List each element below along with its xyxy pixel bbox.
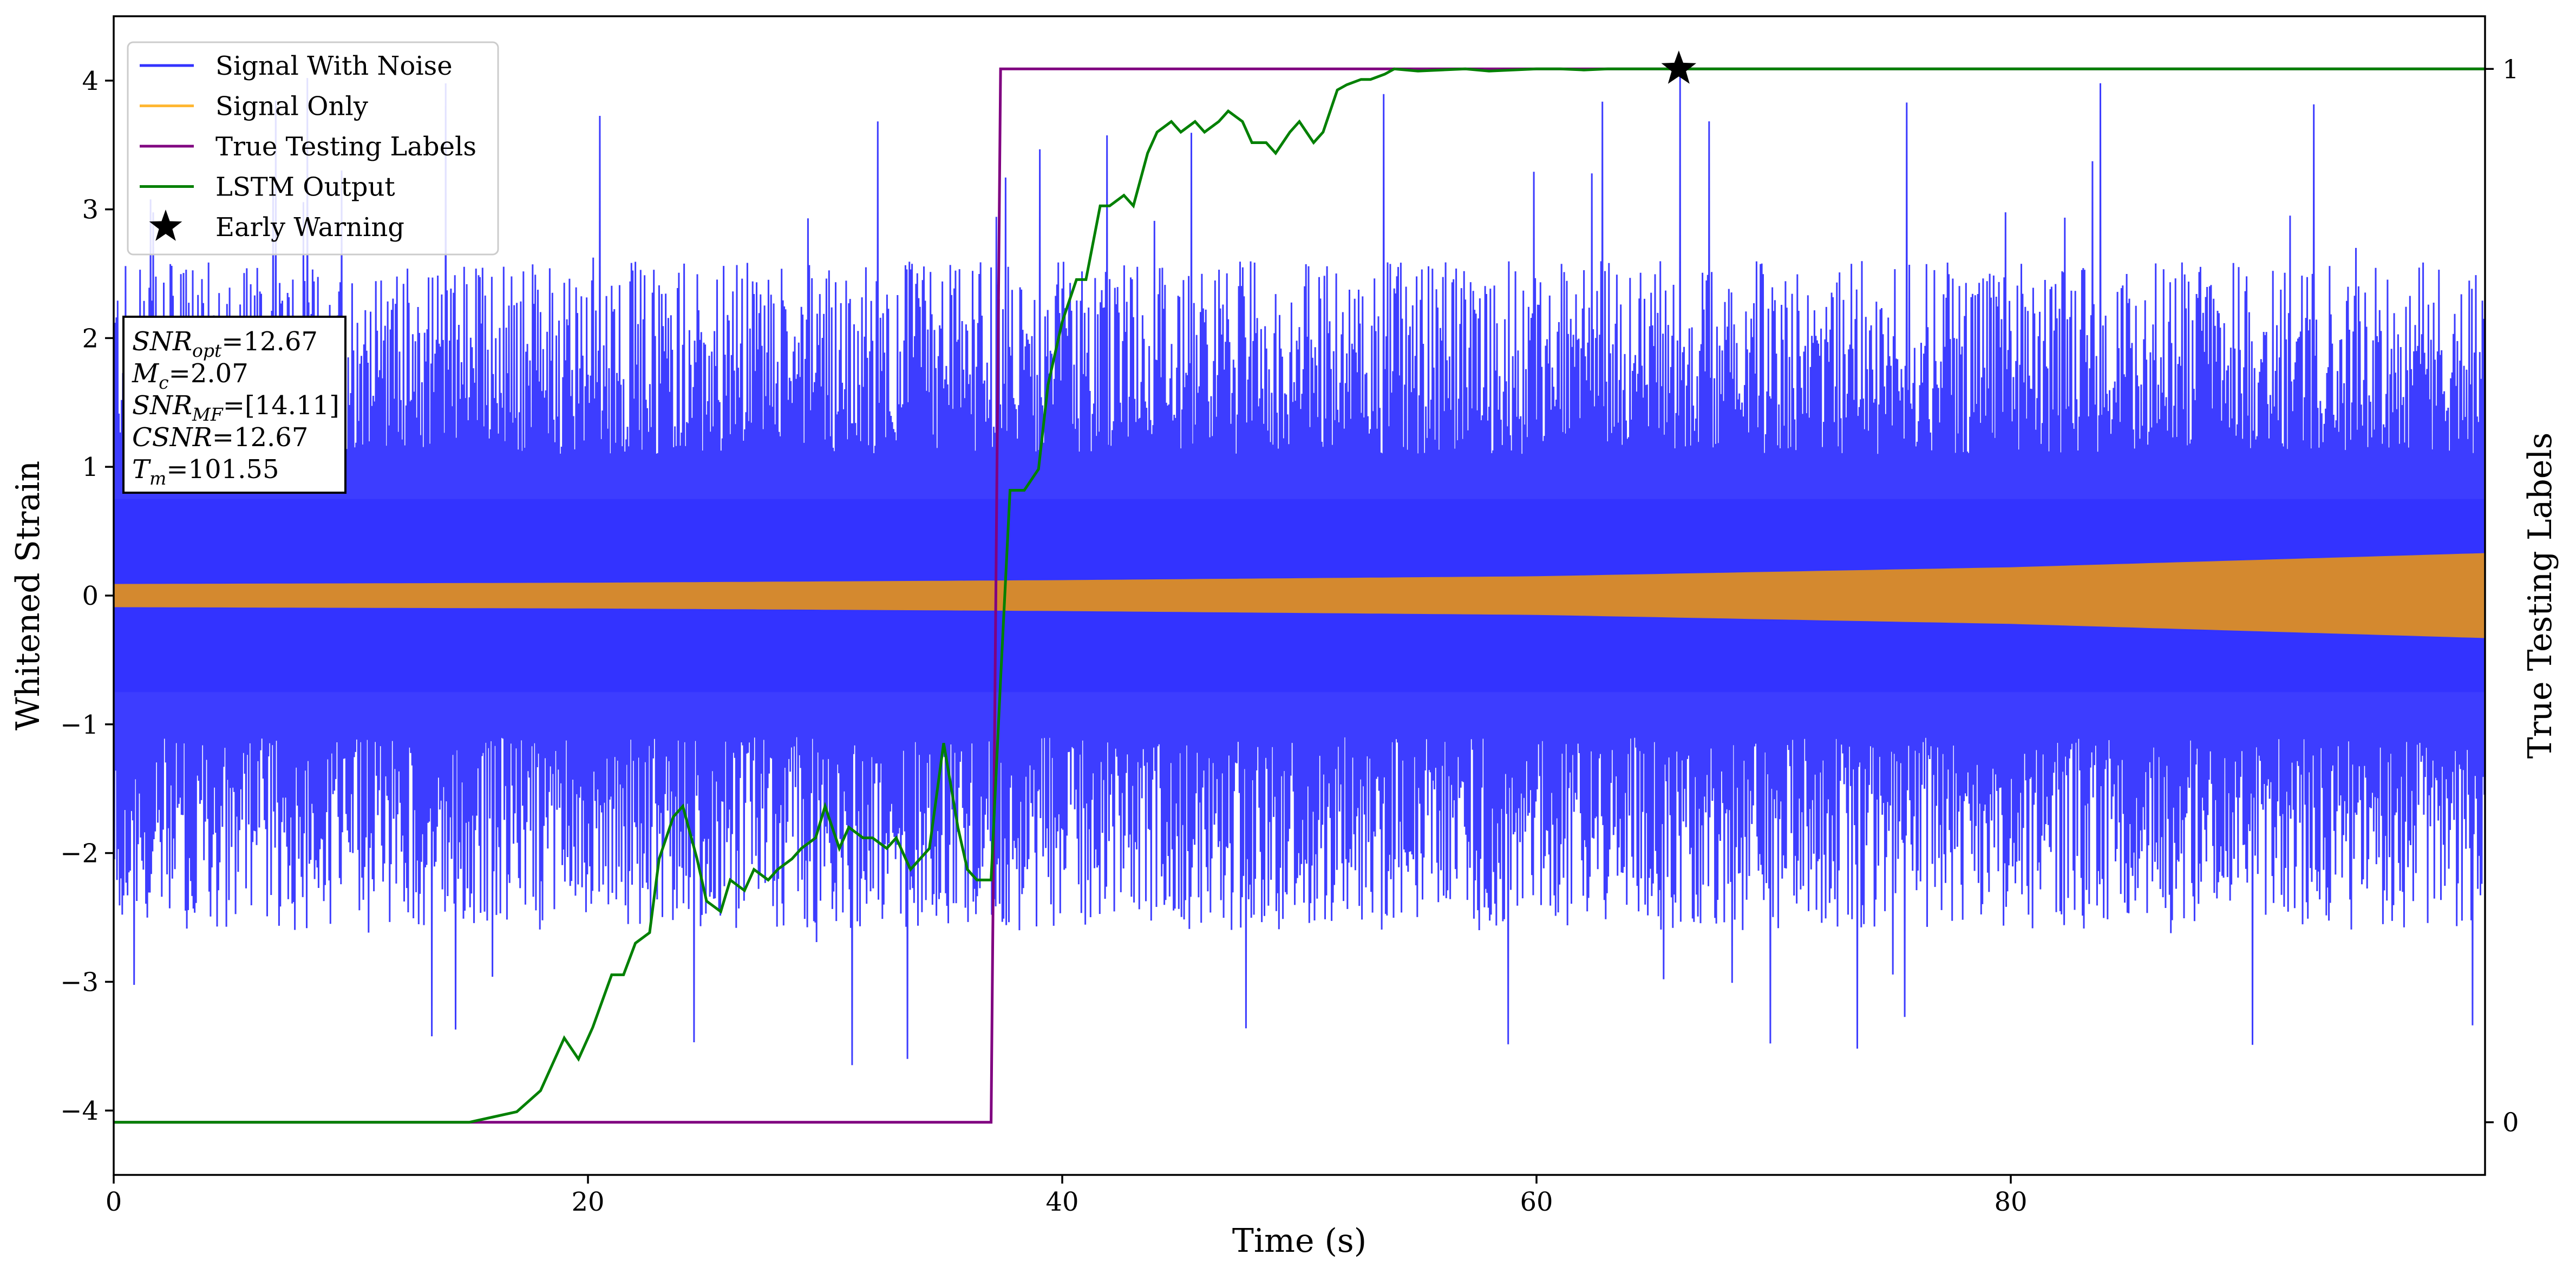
y-tick-label: −4 (60, 1096, 99, 1126)
legend-label: Signal With Noise (215, 51, 453, 81)
legend: Signal With Noise Signal Only True Testing… (127, 41, 499, 256)
annotation-subscript: c (159, 372, 168, 393)
x-tick-label: 0 (106, 1187, 122, 1217)
y-tick-label: −3 (60, 967, 99, 997)
annotation-subscript: MF (192, 404, 224, 425)
legend-label: True Testing Labels (215, 132, 476, 162)
x-tick-label: 60 (1520, 1187, 1553, 1217)
x-axis-ticks: 0 20 40 60 80 (106, 1175, 2028, 1217)
y-axis-ticks: −4 −3 −2 −1 0 1 2 3 4 (60, 66, 114, 1126)
annotation-line: Mc=2.07 (132, 358, 249, 393)
y-tick-label: 4 (82, 66, 99, 96)
annotation-subscript: m (149, 468, 166, 489)
x-axis-label: Time (s) (1232, 1222, 1367, 1260)
annotation-symbol: T (132, 454, 151, 485)
annotation-line: SNRMF=[14.11] (132, 390, 339, 425)
annotation-value: =2.07 (169, 358, 249, 389)
lstm-output-line (114, 67, 2485, 1124)
x-tick-label: 80 (1994, 1187, 2027, 1217)
early-warning-star (1661, 50, 1697, 84)
annotation-symbol: M (132, 358, 160, 389)
annotation-value: =[14.11] (223, 390, 339, 421)
signal-with-noise-line (114, 75, 2485, 1066)
legend-star-marker (149, 210, 182, 241)
y-axis-label: Whitened Strain (9, 461, 47, 730)
right-tick-label: 0 (2502, 1108, 2519, 1138)
annotation-symbol: SNR (132, 326, 192, 357)
annotation-line: SNRopt=12.67 (132, 326, 318, 361)
annotation-subscript: opt (192, 340, 222, 361)
annotation-line: Tm=101.55 (132, 454, 279, 489)
y-tick-label: 2 (82, 323, 99, 354)
annotation-box: SNRopt=12.67Mc=2.07SNRMF=[14.11]CSNR=12.… (122, 316, 346, 494)
legend-label: Early Warning (215, 212, 404, 243)
x-tick-label: 40 (1045, 1187, 1078, 1217)
signal-only-envelope (114, 553, 2485, 638)
y-tick-label: 0 (82, 581, 99, 611)
legend-label: Signal Only (215, 92, 368, 122)
signal-only-series (114, 553, 2485, 638)
right-axis-label: True Testing Labels (2521, 433, 2559, 759)
annotation-symbol: SNR (132, 390, 192, 421)
legend-box (127, 41, 499, 256)
annotation-line: CSNR=12.67 (132, 422, 308, 453)
y-tick-label: 1 (82, 452, 99, 482)
annotation-frame (122, 316, 346, 494)
right-axis-ticks: 01 (2485, 54, 2519, 1138)
early-warning-markers (1661, 50, 1697, 84)
y-tick-label: −2 (60, 839, 99, 869)
x-tick-label: 20 (571, 1187, 604, 1217)
plot-area (114, 50, 2485, 1124)
annotation-value: =12.67 (212, 422, 309, 453)
y-tick-label: −1 (60, 710, 99, 740)
y-tick-label: 3 (82, 195, 99, 225)
annotation-value: =12.67 (221, 326, 318, 357)
legend-label: LSTM Output (215, 172, 395, 202)
right-tick-label: 1 (2502, 54, 2519, 84)
annotation-value: =101.55 (166, 454, 279, 485)
annotation-symbol: CSNR (132, 422, 212, 453)
